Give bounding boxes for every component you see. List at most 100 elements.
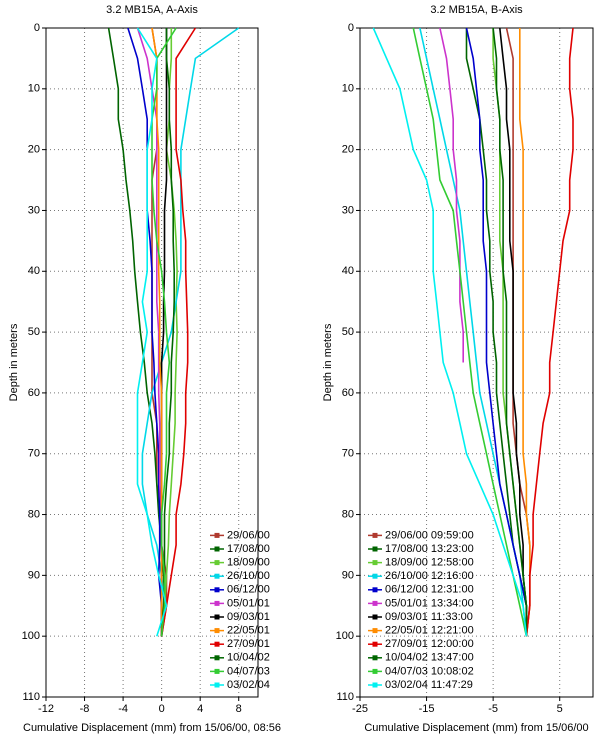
x-tick-label: 5 [557, 703, 563, 715]
y-tick-label: 110 [336, 691, 354, 703]
legend-label: 27/09/01 [227, 638, 270, 650]
legend-marker [372, 573, 378, 579]
y-tick-label: 0 [348, 22, 354, 34]
series-line [372, 27, 528, 637]
legend-label: 06/12/00 [227, 584, 270, 596]
y-tick-label: 60 [342, 387, 354, 399]
legend-marker [214, 532, 220, 538]
legend-marker [372, 668, 378, 674]
legend-label: 27/09/01 12:00:00 [385, 638, 474, 650]
series-line [525, 27, 574, 637]
y-tick-label: 80 [28, 508, 40, 520]
y-tick-label: 100 [22, 630, 40, 642]
legend-marker [214, 600, 220, 606]
plot-frame [359, 27, 594, 698]
y-tick-label: 30 [342, 204, 354, 216]
y-tick-label: 100 [336, 630, 354, 642]
legend-marker [214, 560, 220, 566]
legend-marker [372, 560, 378, 566]
series-line [160, 28, 175, 637]
legend-label: 06/12/00 12:31:00 [385, 584, 474, 596]
legend-marker [214, 573, 220, 579]
y-axis-label: Depth in meters [8, 323, 20, 401]
legend-label: 17/08/00 13:23:00 [385, 543, 474, 555]
y-tick-label: 110 [22, 691, 40, 703]
legend-marker [214, 655, 220, 661]
series-line [465, 27, 528, 637]
legend-marker [372, 546, 378, 552]
legend-label: 22/05/01 12:21:00 [385, 625, 474, 637]
y-tick-label: 20 [342, 144, 354, 156]
legend-label: 05/01/01 [227, 597, 270, 609]
legend-label: 09/03/01 [227, 611, 270, 623]
legend-label: 04/07/03 10:08:02 [385, 665, 474, 677]
legend-label: 10/04/02 [227, 652, 270, 664]
legend-label: 03/02/04 11:47:29 [385, 679, 473, 691]
series-line [141, 27, 240, 637]
legend-label: 29/06/00 09:59:00 [385, 529, 474, 541]
series-line [499, 27, 528, 637]
x-tick-label: 8 [236, 703, 242, 715]
legend-marker [214, 682, 220, 688]
series-line [107, 27, 166, 637]
legend-marker [372, 641, 378, 647]
legend-marker [214, 546, 220, 552]
legend-label: 18/09/00 12:58:00 [385, 557, 474, 569]
legend-marker [372, 532, 378, 538]
legend-label: 04/07/03 [227, 665, 270, 677]
y-tick-label: 60 [28, 387, 40, 399]
legend-marker [214, 587, 220, 593]
legend-marker [214, 628, 220, 634]
legend-label: 26/10/00 [227, 570, 270, 582]
x-axis-label: Cumulative Displacement (mm) from 15/06/… [23, 722, 281, 734]
legend-label: 05/01/01 13:34:00 [385, 597, 474, 609]
series-line [136, 27, 168, 637]
series-line [412, 27, 528, 637]
series-line [160, 28, 178, 637]
legend-label: 26/10/00 12:16:00 [385, 570, 474, 582]
legend-label: 18/09/00 [227, 557, 270, 569]
y-tick-label: 70 [28, 448, 40, 460]
legend-marker [372, 682, 378, 688]
series-line [439, 27, 464, 363]
y-axis-label: Depth in meters [322, 323, 334, 401]
y-tick-label: 0 [34, 22, 40, 34]
y-tick-label: 40 [342, 265, 354, 277]
x-tick-label: -8 [80, 703, 90, 715]
legend-label: 29/06/00 [227, 529, 270, 541]
series-line [465, 28, 528, 637]
series-line [505, 27, 531, 637]
legend-marker [214, 614, 220, 620]
legend-marker [372, 628, 378, 634]
legend-label: 17/08/00 [227, 543, 270, 555]
series-line [519, 28, 531, 637]
y-tick-label: 20 [28, 144, 40, 156]
series-line [151, 27, 177, 637]
legend-marker [214, 668, 220, 674]
y-tick-label: 10 [342, 83, 354, 95]
x-tick-label: -25 [352, 703, 368, 715]
y-tick-label: 80 [342, 508, 354, 520]
y-tick-label: 50 [342, 326, 354, 338]
legend-label: 03/02/04 [227, 679, 270, 691]
series-line [160, 27, 197, 637]
y-tick-label: 50 [28, 326, 40, 338]
x-axis-label: Cumulative Displacement (mm) from 15/06/… [364, 722, 588, 734]
chart-title: 3.2 MB15A, B-Axis [430, 4, 523, 16]
legend-marker [372, 587, 378, 593]
x-tick-label: -15 [419, 703, 435, 715]
x-tick-label: 4 [197, 703, 203, 715]
x-tick-label: -12 [38, 703, 54, 715]
x-tick-label: -4 [118, 703, 128, 715]
y-tick-label: 90 [28, 569, 40, 581]
y-tick-label: 90 [342, 569, 354, 581]
y-tick-label: 30 [28, 204, 40, 216]
x-tick-label: 0 [159, 703, 165, 715]
series-line [127, 27, 163, 637]
x-tick-label: -5 [488, 703, 498, 715]
legend-marker [372, 655, 378, 661]
legend-marker [372, 600, 378, 606]
legend-label: 10/04/02 13:47:00 [385, 652, 474, 664]
y-tick-label: 40 [28, 265, 40, 277]
legend-marker [214, 641, 220, 647]
